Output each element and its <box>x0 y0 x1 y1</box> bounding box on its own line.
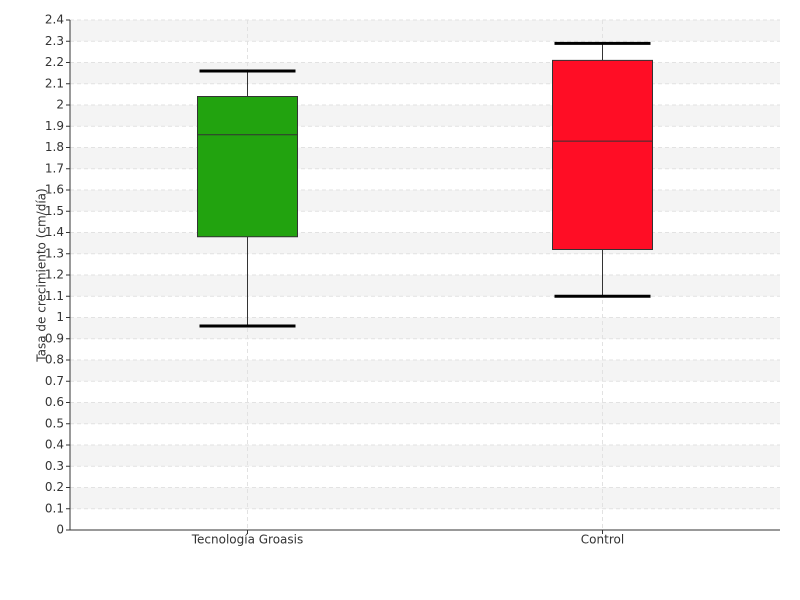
y-tick-label: 1.7 <box>45 161 64 175</box>
y-tick-label: 1.5 <box>45 204 64 218</box>
y-tick-label: 1.3 <box>45 246 64 260</box>
y-tick-label: 1.9 <box>45 119 64 133</box>
grid-band <box>70 275 780 297</box>
grid-band <box>70 190 780 212</box>
grid-band <box>70 445 780 467</box>
y-tick-label: 2.4 <box>45 13 64 27</box>
grid-band <box>70 487 780 509</box>
box <box>552 59 653 250</box>
y-tick-label: 1 <box>56 310 64 324</box>
grid-band <box>70 147 780 169</box>
y-tick-label: 2 <box>56 98 64 112</box>
grid-band <box>70 317 780 339</box>
grid-band <box>70 20 780 42</box>
y-tick-label: 0.5 <box>45 416 64 430</box>
y-tick-label: 0.1 <box>45 501 64 515</box>
y-tick-label: 1.8 <box>45 140 64 154</box>
y-tick-label: 0.2 <box>45 480 64 494</box>
grid-band <box>70 105 780 127</box>
y-tick-label: 0.7 <box>45 374 64 388</box>
grid-band <box>70 62 780 84</box>
y-tick-label: 0.6 <box>45 395 64 409</box>
y-tick-label: 2.2 <box>45 55 64 69</box>
y-tick-label: 1.4 <box>45 225 64 239</box>
y-tick-label: 2.1 <box>45 76 64 90</box>
grid-band <box>70 360 780 382</box>
y-tick-label: 0.3 <box>45 459 64 473</box>
grid-band <box>70 402 780 424</box>
y-tick-label: 0 <box>56 523 64 537</box>
box <box>197 96 298 238</box>
y-axis-label: Tasa de crecimiento (cm/día) <box>35 188 49 362</box>
y-tick-label: 1.6 <box>45 183 64 197</box>
x-tick-label: Tecnología Groasis <box>191 533 304 547</box>
y-tick-label: 0.4 <box>45 438 64 452</box>
y-tick-label: 0.8 <box>45 353 64 367</box>
y-tick-label: 2.3 <box>45 34 64 48</box>
x-tick-label: Control <box>581 533 624 547</box>
y-tick-label: 1.1 <box>45 289 64 303</box>
y-tick-label: 0.9 <box>45 331 64 345</box>
grid-band <box>70 232 780 254</box>
y-tick-label: 1.2 <box>45 268 64 282</box>
